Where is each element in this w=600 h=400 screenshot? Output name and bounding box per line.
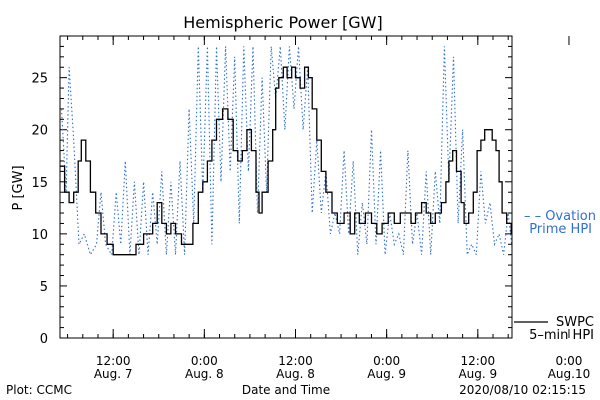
legend-ovation-line1: – – Ovation [524, 209, 596, 224]
x-tick-time-label: 0:00 [373, 354, 400, 368]
y-tick-label: 5 [40, 280, 48, 295]
plot-frame [59, 35, 513, 339]
y-tick-label: 0 [40, 332, 48, 347]
x-tick-time-label: 0:00 [191, 354, 218, 368]
x-tick-date-label: Aug. 8 [276, 367, 315, 381]
y-tick-label: 15 [31, 176, 48, 191]
chart-title: Hemispheric Power [GW] [183, 13, 382, 32]
timestamp: 2020/08/10 02:15:15 [459, 383, 586, 397]
series-layer [60, 46, 512, 257]
y-tick-label: 20 [31, 124, 48, 139]
legend-swpc-line1: SWPC [556, 315, 594, 330]
x-tick-time-label: 0:00 [555, 354, 582, 368]
plot-credit: Plot: CCMC [6, 383, 72, 397]
x-tick-date-label: Aug. 8 [185, 367, 224, 381]
series-line-swpc [60, 66, 512, 256]
series-line-ovation [60, 46, 512, 257]
x-axis-label: Date and Time [242, 383, 330, 397]
x-tick-time-label: 12:00 [278, 354, 313, 368]
x-tick-time-label: 12:00 [461, 354, 496, 368]
plot-area-border [59, 35, 513, 339]
y-tick-label: 10 [31, 228, 48, 243]
x-tick-date-label: Aug. 9 [367, 367, 406, 381]
legend-swpc-line2: 5–min HPI [529, 328, 594, 343]
x-tick-date-label: Aug. 7 [94, 367, 133, 381]
y-axis-label: P [GW] [11, 165, 26, 210]
legend-ovation-line2: Prime HPI [529, 222, 592, 237]
x-tick-date-label: Aug. 9 [458, 367, 497, 381]
x-tick-date-label: Aug.10 [548, 367, 591, 381]
x-tick-time-label: 12:00 [96, 354, 131, 368]
y-tick-label: 25 [31, 72, 48, 87]
